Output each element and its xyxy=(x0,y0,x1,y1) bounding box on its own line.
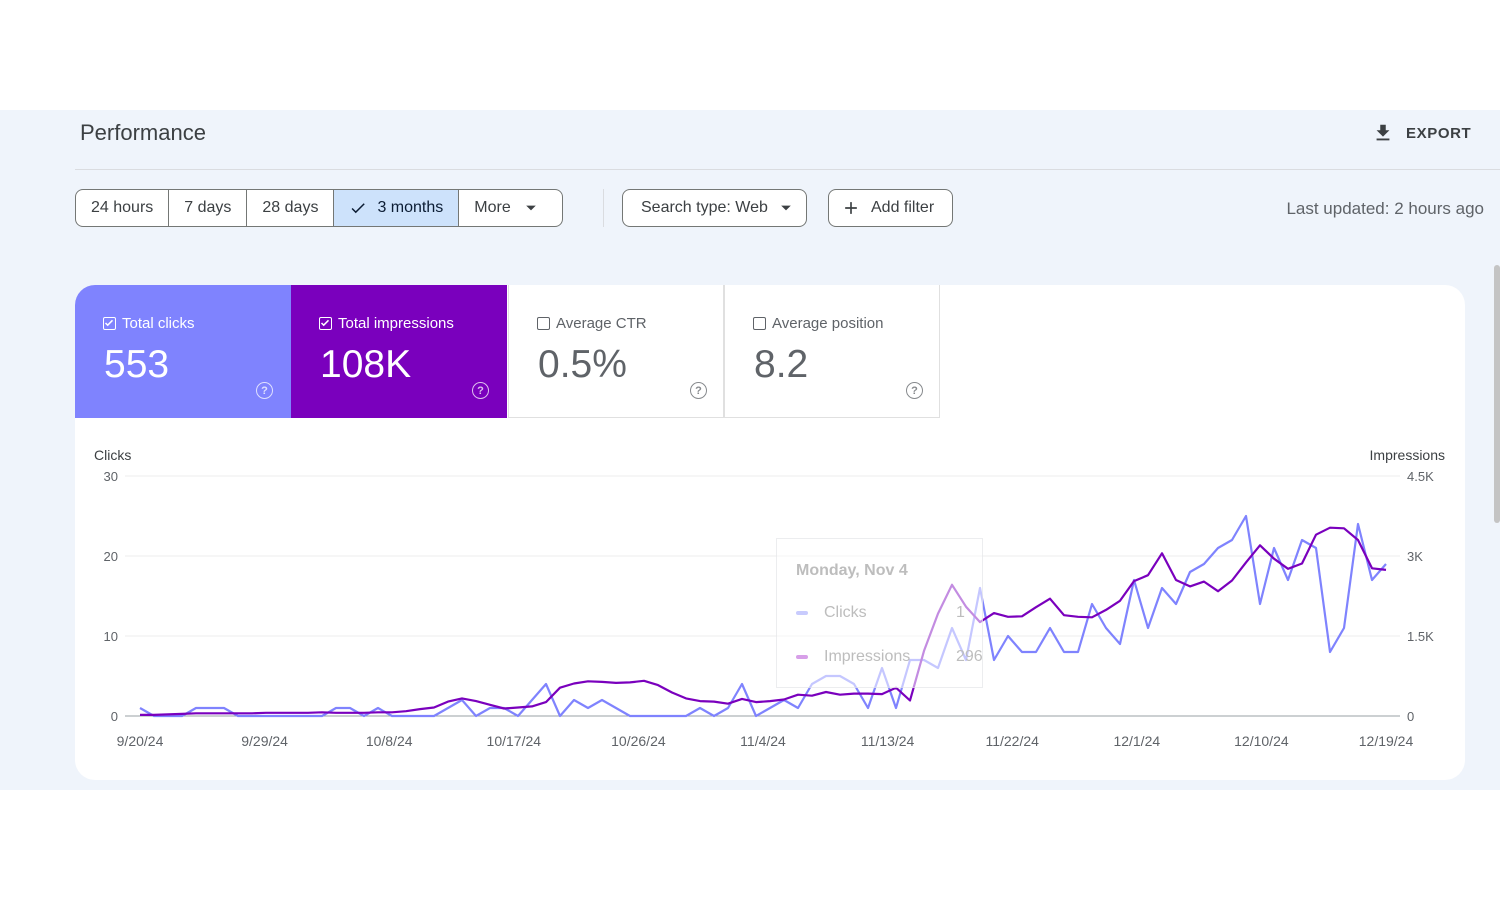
performance-card: Total clicks 553 ? Total impressions 108… xyxy=(75,285,1465,780)
x-tick-label: 10/26/24 xyxy=(611,733,666,749)
x-tick-label: 12/19/24 xyxy=(1359,733,1414,749)
last-updated-text: Last updated: 2 hours ago xyxy=(1286,199,1484,218)
checkbox-unchecked-icon[interactable] xyxy=(753,317,766,330)
performance-chart[interactable]: 0 10 20 30 0 1.5K 3K 4.5K Clicks Impressions 9/20/… xyxy=(75,285,1465,780)
y-left-tick-label: 30 xyxy=(104,469,118,484)
search-type-dropdown[interactable]: Search type: Web xyxy=(622,189,807,227)
y-left-axis-label: Clicks xyxy=(94,447,131,463)
help-icon[interactable]: ? xyxy=(472,382,489,399)
metric-value: 553 xyxy=(104,343,170,386)
metric-label: Average position xyxy=(772,315,884,332)
metric-average-ctr[interactable]: Average CTR 0.5% ? xyxy=(508,285,724,418)
page-title: Performance xyxy=(80,120,206,145)
header-divider xyxy=(75,169,1500,170)
export-label: EXPORT xyxy=(1406,124,1472,142)
filter-divider xyxy=(603,189,604,227)
y-left-tick-label: 10 xyxy=(104,629,118,644)
range-label: 28 days xyxy=(262,199,319,216)
range-3-months[interactable]: 3 months xyxy=(334,190,460,226)
add-filter-label: Add filter xyxy=(871,199,935,216)
y-right-tick-label: 3K xyxy=(1407,549,1423,564)
series-line-clicks xyxy=(139,514,1387,718)
series-line-impressions xyxy=(140,526,1387,716)
checkbox-checked-icon[interactable] xyxy=(103,317,116,330)
y-left-tick-label: 0 xyxy=(111,709,118,724)
range-label: 7 days xyxy=(184,199,232,216)
search-type-label: Search type: Web xyxy=(641,199,768,216)
x-tick-label: 11/22/24 xyxy=(985,733,1039,749)
y-right-tick-label: 0 xyxy=(1407,709,1414,724)
y-right-axis-label: Impressions xyxy=(1370,447,1445,463)
date-range-selector: 24 hours 7 days 28 days 3 months More xyxy=(75,189,563,227)
range-label: More xyxy=(474,199,511,216)
y-right-tick-label: 1.5K xyxy=(1407,629,1434,644)
scrollbar[interactable] xyxy=(1494,265,1500,523)
check-icon xyxy=(352,203,366,214)
metric-label-row: Total impressions xyxy=(319,315,454,332)
x-tick-label: 10/17/24 xyxy=(487,733,542,749)
range-24-hours[interactable]: 24 hours xyxy=(76,190,170,226)
metric-total-impressions[interactable]: Total impressions 108K ? xyxy=(291,285,507,418)
metric-label: Average CTR xyxy=(556,315,647,332)
add-filter-button[interactable]: Add filter xyxy=(828,189,954,227)
y-left-tick-label: 20 xyxy=(104,549,118,564)
x-tick-label: 9/29/24 xyxy=(241,733,288,749)
help-icon[interactable]: ? xyxy=(690,382,707,399)
range-7-days[interactable]: 7 days xyxy=(169,190,248,226)
plus-icon xyxy=(845,202,857,214)
range-label: 3 months xyxy=(377,199,444,216)
download-icon xyxy=(1376,124,1390,141)
metric-label: Total impressions xyxy=(338,315,454,332)
y-right-tick-label: 4.5K xyxy=(1407,469,1434,484)
export-button[interactable]: EXPORT xyxy=(1372,118,1471,148)
metric-total-clicks[interactable]: Total clicks 553 ? xyxy=(75,285,291,418)
metric-label-row: Total clicks xyxy=(103,315,195,332)
range-more-dropdown[interactable]: More xyxy=(459,190,561,226)
metric-value: 108K xyxy=(320,343,412,386)
metric-value: 8.2 xyxy=(754,343,809,386)
help-icon[interactable]: ? xyxy=(256,382,273,399)
checkbox-checked-icon[interactable] xyxy=(319,317,332,330)
metric-value: 0.5% xyxy=(538,343,627,386)
x-tick-label: 9/20/24 xyxy=(117,733,164,749)
x-tick-label: 10/8/24 xyxy=(366,733,413,749)
metric-average-position[interactable]: Average position 8.2 ? xyxy=(724,285,940,418)
x-tick-label: 11/4/24 xyxy=(740,733,786,749)
x-tick-label: 11/13/24 xyxy=(861,733,915,749)
x-tick-label: 12/1/24 xyxy=(1113,733,1160,749)
metric-label: Total clicks xyxy=(122,315,195,332)
checkbox-unchecked-icon[interactable] xyxy=(537,317,550,330)
caret-down-icon xyxy=(525,205,536,211)
range-28-days[interactable]: 28 days xyxy=(247,190,335,226)
help-icon[interactable]: ? xyxy=(906,382,923,399)
caret-down-icon xyxy=(781,205,791,211)
metric-label-row: Average position xyxy=(753,315,883,332)
x-tick-label: 12/10/24 xyxy=(1234,733,1289,749)
performance-page: Performance EXPORT 24 hours 7 days 28 da… xyxy=(0,110,1500,790)
range-label: 24 hours xyxy=(91,199,154,216)
metric-label-row: Average CTR xyxy=(537,315,647,332)
